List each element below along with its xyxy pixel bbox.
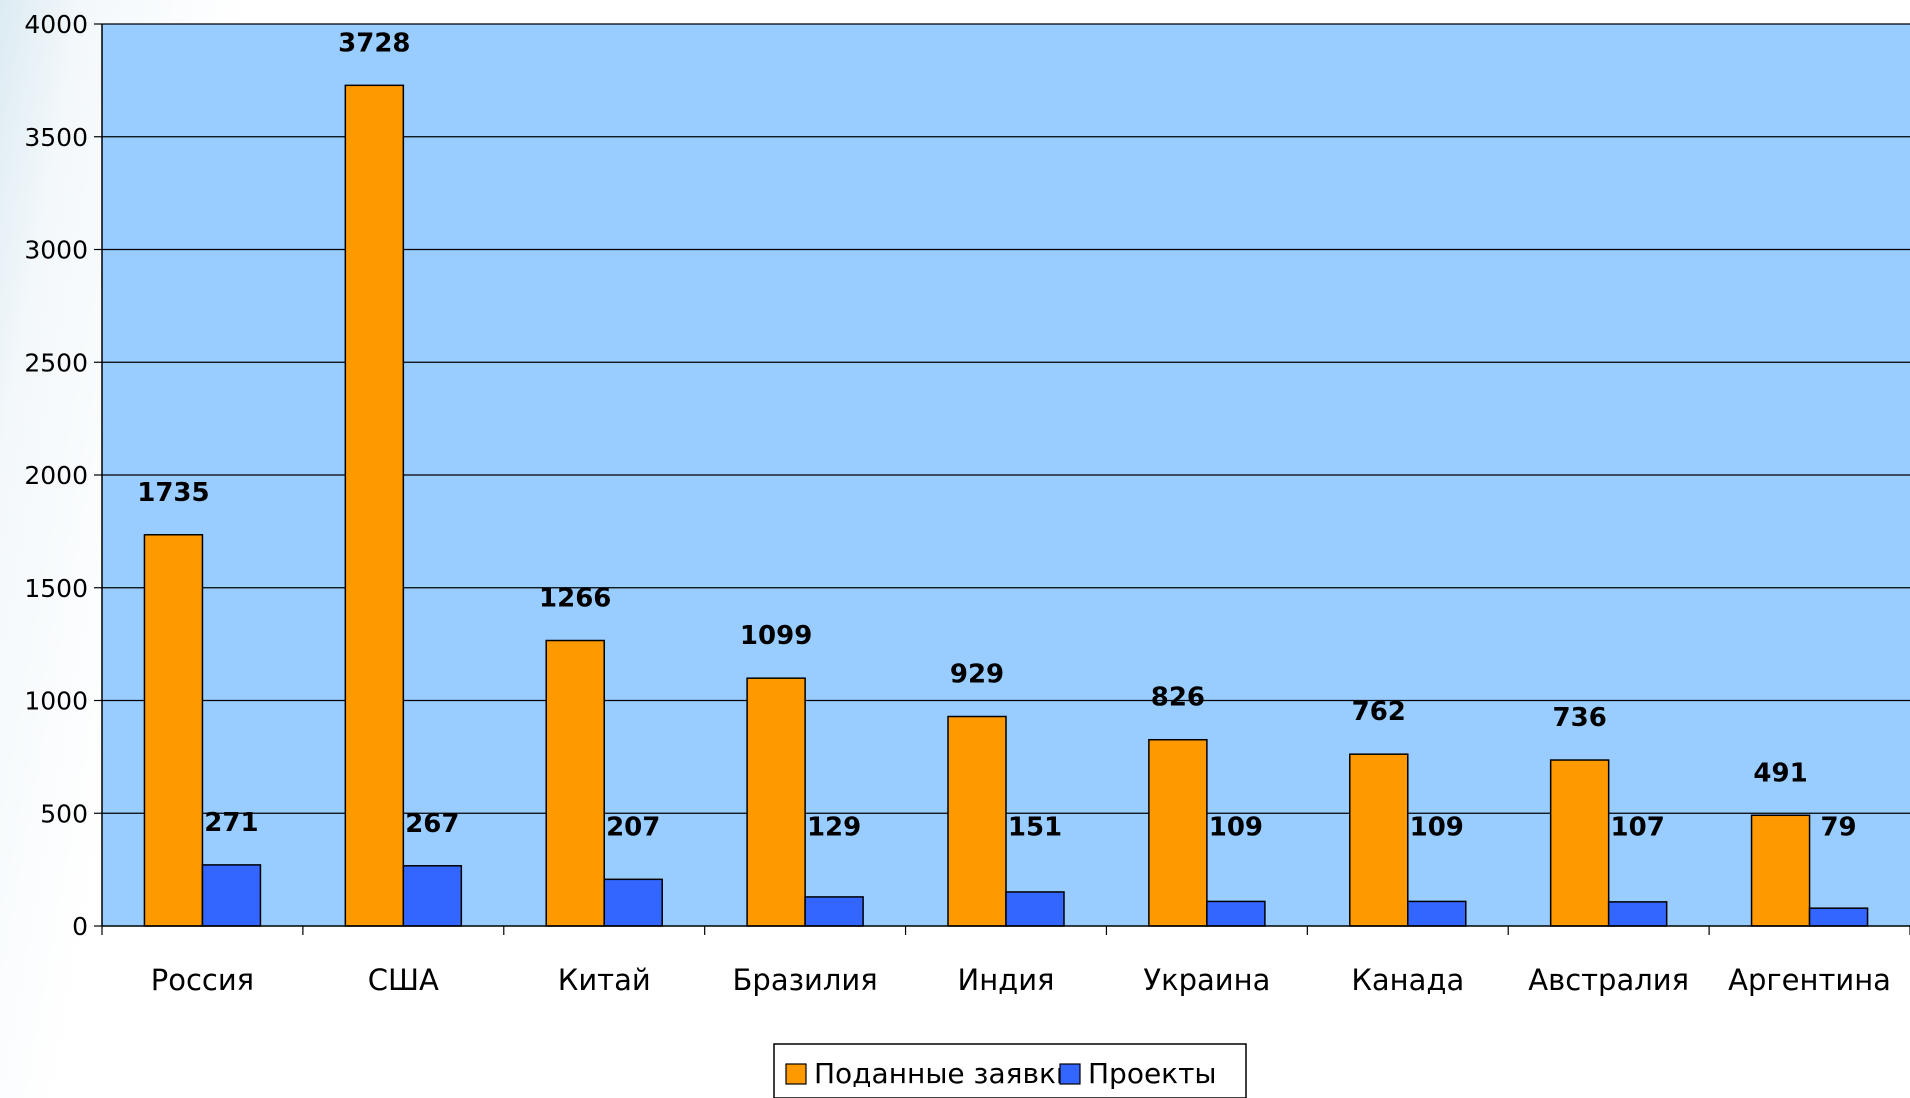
- bar-projects: [402, 865, 463, 927]
- x-tick-label: Аргентина: [1728, 963, 1891, 997]
- bar-applications: [947, 715, 1007, 927]
- data-label: 3728: [338, 28, 410, 58]
- x-tick-label: Канада: [1351, 963, 1464, 997]
- data-label: 107: [1611, 813, 1665, 843]
- bar-applications: [1349, 753, 1409, 927]
- data-label: 109: [1410, 813, 1464, 843]
- data-label: 736: [1553, 703, 1607, 733]
- y-tick-label: 1500: [24, 574, 88, 603]
- data-label: 129: [807, 813, 861, 843]
- bar-applications: [746, 677, 806, 927]
- y-tick-label: 3000: [24, 236, 88, 265]
- data-label: 267: [405, 809, 459, 839]
- bar-applications: [1750, 814, 1811, 927]
- y-tick-label: 1000: [24, 687, 88, 716]
- data-label: 79: [1820, 813, 1856, 843]
- x-tick-label: Китай: [558, 963, 651, 997]
- data-label: 1099: [740, 621, 812, 651]
- bar-projects: [1005, 891, 1065, 927]
- x-tick-label: Россия: [151, 963, 254, 997]
- bar-projects: [1607, 901, 1668, 927]
- data-label: 271: [204, 808, 258, 838]
- bar-applications: [143, 534, 204, 927]
- y-tick-label: 2000: [24, 461, 88, 490]
- data-label: 491: [1753, 758, 1807, 788]
- y-tick-label: 500: [40, 799, 88, 828]
- legend-swatch: [1059, 1063, 1081, 1085]
- bar-projects: [804, 896, 864, 927]
- legend-label: Поданные заявки: [814, 1057, 1074, 1090]
- bars: [143, 84, 1869, 927]
- data-label: 1266: [539, 584, 611, 614]
- y-tick-label: 0: [72, 912, 88, 941]
- data-label: 151: [1008, 813, 1062, 843]
- data-label: 207: [606, 813, 660, 843]
- bar-applications: [1549, 759, 1610, 927]
- data-label: 826: [1151, 683, 1205, 713]
- y-tick-label: 2500: [24, 348, 88, 377]
- bar-projects: [1206, 900, 1266, 927]
- x-tick-label: Украина: [1143, 963, 1270, 997]
- bar-projects: [1808, 907, 1869, 927]
- legend-label: Проекты: [1088, 1057, 1217, 1090]
- legend-swatch: [785, 1063, 807, 1085]
- x-tick-label: Бразилия: [733, 963, 878, 997]
- data-label: 109: [1209, 813, 1263, 843]
- data-label: 1735: [137, 478, 209, 508]
- legend-box: [773, 1043, 1247, 1098]
- bar-projects: [603, 878, 663, 927]
- bar-applications: [545, 639, 605, 927]
- bar-applications: [1148, 738, 1208, 927]
- x-tick-label: Индия: [958, 963, 1055, 997]
- bar-applications: [344, 84, 405, 927]
- y-tick-label: 4000: [24, 10, 88, 39]
- axes: [94, 23, 1910, 935]
- labels: 0 500 1000 1500 2000 2500 3000 3500 4000 1735 271 Р…: [24, 10, 1891, 997]
- bar-projects: [1407, 900, 1467, 927]
- legend: Поданные заявки Проекты: [773, 1043, 1247, 1098]
- y-tick-label: 3500: [24, 123, 88, 152]
- x-tick-label: Австралия: [1528, 963, 1689, 997]
- x-tick-label: США: [368, 963, 439, 997]
- data-label: 762: [1352, 697, 1406, 727]
- bar-projects: [201, 864, 262, 927]
- data-label: 929: [950, 660, 1004, 690]
